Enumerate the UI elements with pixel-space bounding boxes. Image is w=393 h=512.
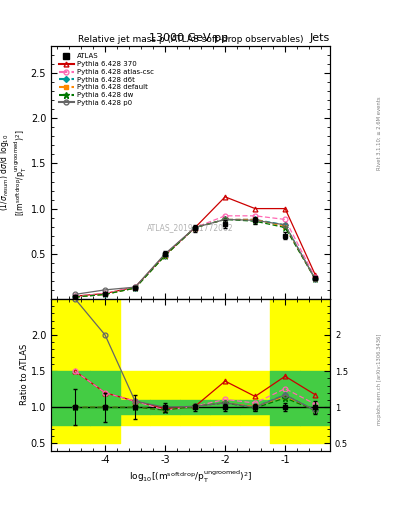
Pythia 6.428 p0 xyxy=(73,291,77,297)
Text: Jets: Jets xyxy=(310,33,330,44)
Line: Pythia 6.428 default: Pythia 6.428 default xyxy=(73,217,318,300)
Title: Relative jet mass ρ (ATLAS soft-drop observables): Relative jet mass ρ (ATLAS soft-drop obs… xyxy=(78,35,303,44)
Pythia 6.428 d6t xyxy=(73,294,77,300)
Pythia 6.428 d6t xyxy=(223,217,228,223)
Pythia 6.428 d6t xyxy=(283,222,287,228)
Pythia 6.428 atlas-csc xyxy=(193,224,197,230)
Y-axis label: Ratio to ATLAS: Ratio to ATLAS xyxy=(20,344,29,406)
Pythia 6.428 atlas-csc xyxy=(103,290,107,296)
Pythia 6.428 370 xyxy=(193,224,197,230)
Pythia 6.428 p0 xyxy=(313,276,318,282)
Legend: ATLAS, Pythia 6.428 370, Pythia 6.428 atlas-csc, Pythia 6.428 d6t, Pythia 6.428 : ATLAS, Pythia 6.428 370, Pythia 6.428 at… xyxy=(57,52,155,108)
Pythia 6.428 dw xyxy=(193,224,197,230)
Pythia 6.428 dw xyxy=(163,252,167,259)
Pythia 6.428 370 xyxy=(283,205,287,211)
Pythia 6.428 default xyxy=(193,224,197,230)
Pythia 6.428 d6t xyxy=(163,252,167,259)
Pythia 6.428 370 xyxy=(253,205,257,211)
Pythia 6.428 d6t xyxy=(103,291,107,297)
Pythia 6.428 dw xyxy=(283,224,287,230)
Pythia 6.428 p0 xyxy=(253,217,257,223)
X-axis label: log$_{10}$[(m$^{\rm soft\,drop}$/p$_{\rm T}^{\rm ungroomed}$)$^2$]: log$_{10}$[(m$^{\rm soft\,drop}$/p$_{\rm… xyxy=(129,468,252,484)
Pythia 6.428 atlas-csc xyxy=(283,217,287,223)
Text: mcplots.cern.ch [arXiv:1306.3436]: mcplots.cern.ch [arXiv:1306.3436] xyxy=(377,333,382,424)
Line: Pythia 6.428 d6t: Pythia 6.428 d6t xyxy=(73,218,317,299)
Pythia 6.428 atlas-csc xyxy=(163,252,167,259)
Pythia 6.428 370 xyxy=(73,293,77,299)
Pythia 6.428 dw xyxy=(313,276,318,282)
Pythia 6.428 atlas-csc xyxy=(73,293,77,299)
Pythia 6.428 p0 xyxy=(223,217,228,223)
Pythia 6.428 370 xyxy=(313,271,318,278)
Pythia 6.428 default xyxy=(223,217,228,223)
Pythia 6.428 default xyxy=(133,285,138,291)
Pythia 6.428 370 xyxy=(223,194,228,200)
Text: ATLAS_2019_I1772062: ATLAS_2019_I1772062 xyxy=(147,224,234,232)
Pythia 6.428 dw xyxy=(253,218,257,224)
Pythia 6.428 atlas-csc xyxy=(223,213,228,219)
Pythia 6.428 atlas-csc xyxy=(133,284,138,290)
Pythia 6.428 atlas-csc xyxy=(253,213,257,219)
Pythia 6.428 p0 xyxy=(193,224,197,230)
Pythia 6.428 default xyxy=(163,252,167,259)
Pythia 6.428 370 xyxy=(133,284,138,290)
Pythia 6.428 d6t xyxy=(313,276,318,282)
Text: 13000 GeV pp: 13000 GeV pp xyxy=(149,33,228,44)
Pythia 6.428 dw xyxy=(223,217,228,223)
Pythia 6.428 default xyxy=(313,276,318,282)
Pythia 6.428 p0 xyxy=(103,287,107,293)
Pythia 6.428 d6t xyxy=(253,217,257,223)
Pythia 6.428 default xyxy=(103,291,107,297)
Pythia 6.428 370 xyxy=(103,290,107,296)
Pythia 6.428 default xyxy=(73,294,77,300)
Pythia 6.428 dw xyxy=(73,294,77,300)
Y-axis label: (1/$\sigma_{resum}$) d$\sigma$/d log$_{10}$
[(m$^{\rm soft\,drop}$/p$_{\rm T}^{\: (1/$\sigma_{resum}$) d$\sigma$/d log$_{1… xyxy=(0,130,29,216)
Text: Rivet 3.1.10; ≥ 2.6M events: Rivet 3.1.10; ≥ 2.6M events xyxy=(377,96,382,170)
Line: Pythia 6.428 dw: Pythia 6.428 dw xyxy=(72,216,318,300)
Pythia 6.428 default xyxy=(283,224,287,230)
Pythia 6.428 default xyxy=(253,217,257,223)
Pythia 6.428 p0 xyxy=(283,222,287,228)
Pythia 6.428 p0 xyxy=(163,251,167,257)
Line: Pythia 6.428 atlas-csc: Pythia 6.428 atlas-csc xyxy=(73,214,318,298)
Pythia 6.428 dw xyxy=(133,285,138,291)
Pythia 6.428 d6t xyxy=(193,224,197,230)
Pythia 6.428 dw xyxy=(103,291,107,297)
Pythia 6.428 370 xyxy=(163,251,167,258)
Line: Pythia 6.428 370: Pythia 6.428 370 xyxy=(73,195,318,298)
Line: Pythia 6.428 p0: Pythia 6.428 p0 xyxy=(73,217,318,297)
Pythia 6.428 atlas-csc xyxy=(313,274,318,280)
Pythia 6.428 d6t xyxy=(133,285,138,291)
Pythia 6.428 p0 xyxy=(133,284,138,290)
